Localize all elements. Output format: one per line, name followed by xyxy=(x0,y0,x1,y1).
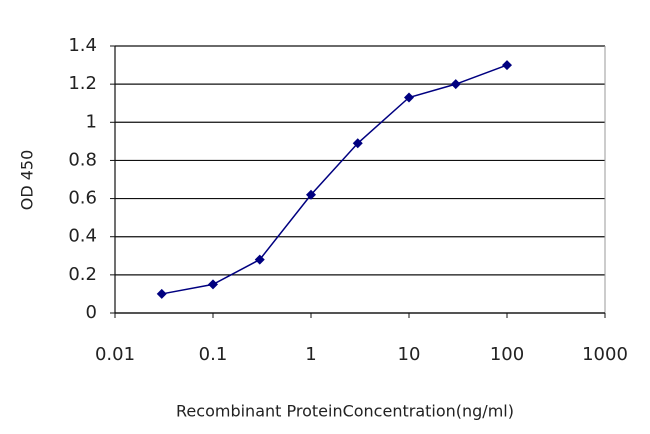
x-tick-label: 1 xyxy=(305,344,316,365)
x-axis-label: Recombinant ProteinConcentration(ng/ml) xyxy=(176,402,514,421)
data-point xyxy=(208,279,218,290)
y-tick-label: 1 xyxy=(86,111,97,132)
data-point xyxy=(306,189,316,200)
data-point xyxy=(254,254,265,265)
y-tick-label: 0 xyxy=(86,302,97,323)
y-tick-label: 1.4 xyxy=(68,35,97,56)
series-line xyxy=(161,64,508,295)
x-tick-label: 1000 xyxy=(582,344,628,365)
x-tick-label: 0.01 xyxy=(95,344,135,365)
data-point xyxy=(502,60,512,71)
x-tick-label: 10 xyxy=(398,344,421,365)
y-tick-label: 1.2 xyxy=(68,73,97,94)
data-point xyxy=(450,79,461,90)
data-point xyxy=(156,288,167,299)
y-tick-label: 0.6 xyxy=(68,188,97,209)
y-tick-label: 0.8 xyxy=(68,149,97,170)
data-point xyxy=(404,92,414,103)
data-point xyxy=(352,138,363,149)
x-tick-label: 100 xyxy=(490,344,524,365)
y-tick-label: 0.4 xyxy=(68,226,97,247)
x-tick-label: 0.1 xyxy=(199,344,228,365)
y-tick-label: 0.2 xyxy=(68,264,97,285)
y-axis-label: OD 450 xyxy=(18,150,37,211)
